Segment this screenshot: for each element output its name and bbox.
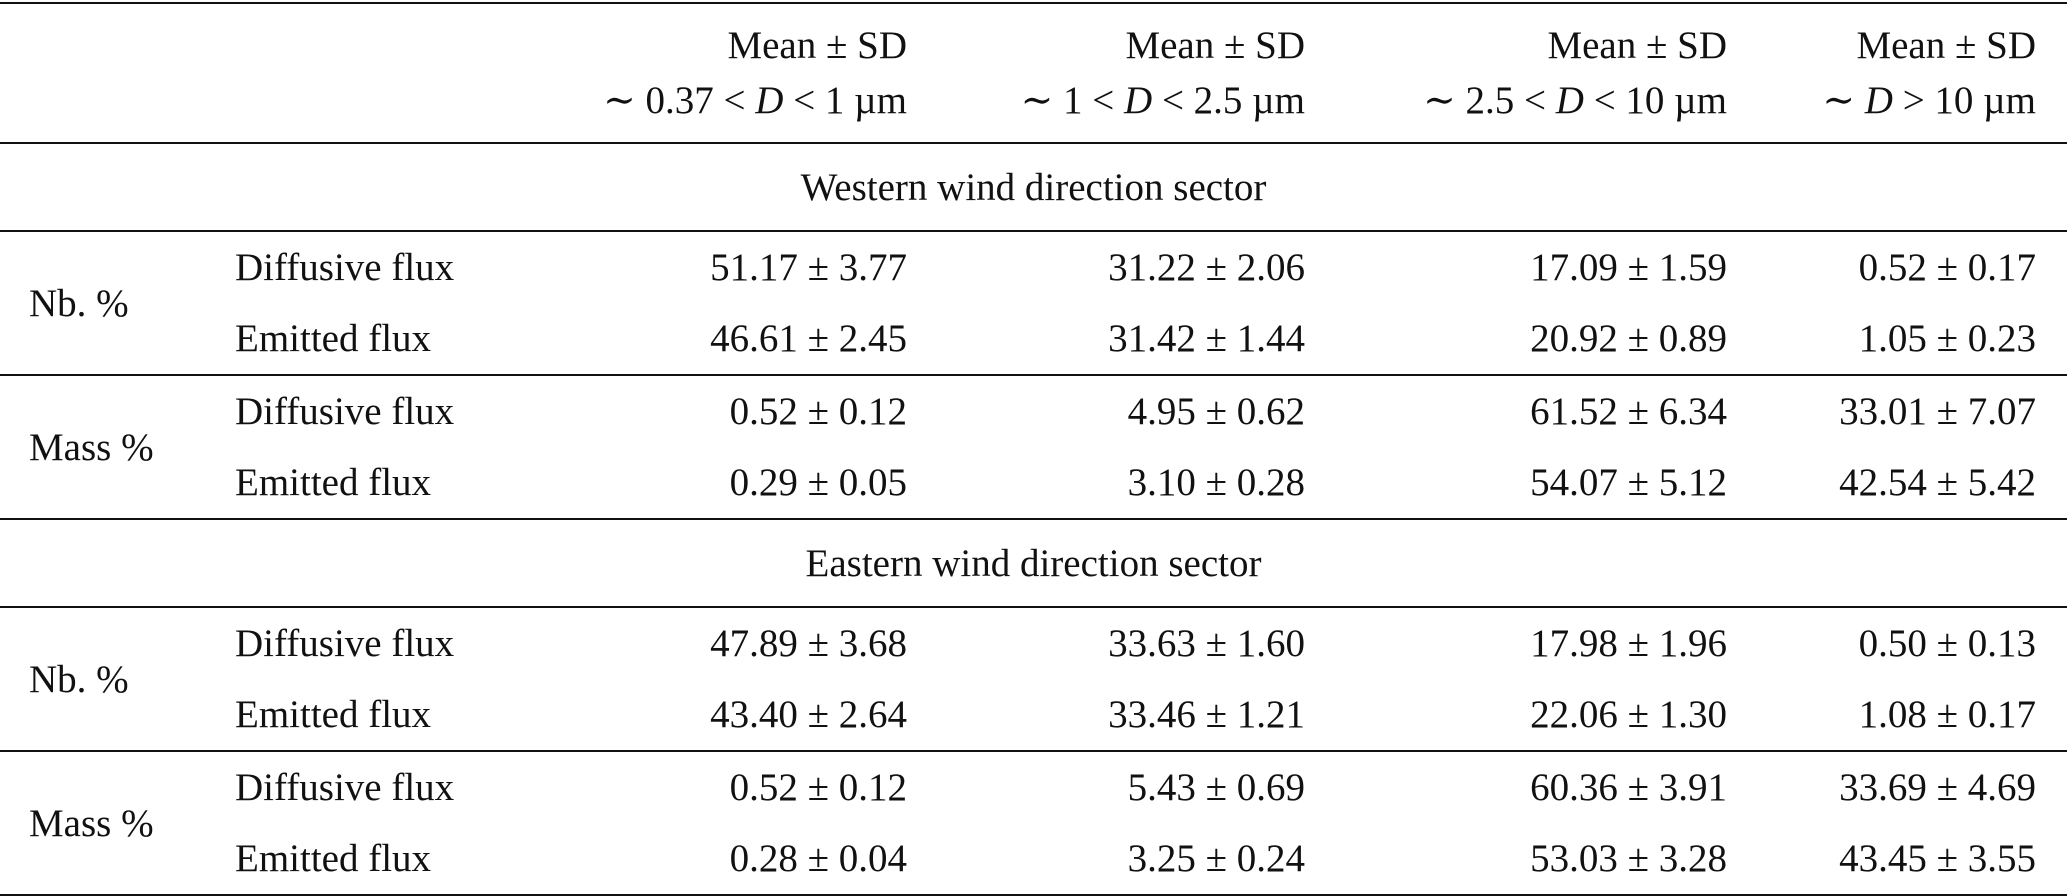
flux-type: Emitted flux [235,317,432,360]
group-label: Nb. % [0,230,235,375]
value-cell: 54.07 ± 5.12 [1530,461,1727,504]
value-cell: 4.95 ± 0.62 [907,374,1305,447]
value-cell: 33.46 ± 1.21 [1108,693,1305,736]
column-header: Mean ± SD ∼ 1 < D < 2.5 µm [907,2,1305,143]
value-cell: 43.45 ± 3.55 [1727,823,2067,896]
flux-type: Emitted flux [235,693,432,736]
value-cell: 51.17 ± 3.77 [575,230,907,303]
table-row: Nb. % Diffusive flux 51.17 ± 3.77 31.22 ± 2… [0,230,2067,375]
value-cell: 43.40 ± 2.64 [710,693,907,736]
value-cell: 31.22 ± 2.06 [907,230,1305,303]
value-cell: 0.52 ± 0.12 [575,750,907,823]
value-cell: 42.54 ± 5.42 [1839,461,2036,504]
value-cell: 5.43 ± 0.69 [907,750,1305,823]
column-header: Mean ± SD ∼ 2.5 < D < 10 µm [1305,2,1727,143]
value-cell: 0.50 ± 0.13 [1727,606,2067,679]
section-header-row: Western wind direction sector [0,142,2067,231]
value-cell: 53.03 ± 3.28 [1305,823,1727,896]
table-row: Nb. % Diffusive flux 47.89 ± 3.68 33.63 ± 1… [0,606,2067,751]
value-cell: 0.52 ± 0.12 [575,374,907,447]
column-header: Mean ± SD ∼ D > 10 µm [1727,2,2067,143]
table-row: Emitted flux 43.40 ± 2.64 33.46 ± 1.21 22.0… [0,679,2067,751]
table-row: Emitted flux 0.28 ± 0.04 3.25 ± 0.24 53.03 … [0,823,2067,896]
flux-type: Emitted flux [235,461,432,504]
section-title: Eastern wind direction sector [0,518,2067,607]
value-cell: 17.09 ± 1.59 [1305,230,1727,303]
flux-type: Emitted flux [235,823,575,896]
table-row: Mass % Diffusive flux 0.52 ± 0.12 4.95 ± 0.… [0,374,2067,519]
value-cell: 61.52 ± 6.34 [1305,374,1727,447]
flux-type: Diffusive flux [235,750,575,823]
value-cell: 1.05 ± 0.23 [1858,317,2036,360]
group-label: Nb. % [0,606,235,751]
value-cell: 22.06 ± 1.30 [1530,693,1727,736]
section-header-row: Eastern wind direction sector [0,518,2067,607]
value-cell: 46.61 ± 2.45 [710,317,907,360]
group-label: Mass % [0,750,235,896]
section-title: Western wind direction sector [0,142,2067,231]
column-header: Mean ± SD ∼ 0.37 < D < 1 µm [575,2,907,143]
value-cell: 0.52 ± 0.17 [1727,230,2067,303]
value-cell: 3.25 ± 0.24 [907,823,1305,896]
table-row: Emitted flux 46.61 ± 2.45 31.42 ± 1.44 20.9… [0,303,2067,375]
header-row: Mean ± SD ∼ 0.37 < D < 1 µm Mean ± SD ∼ 1 … [0,2,2067,143]
value-cell: 0.29 ± 0.05 [729,461,907,504]
value-cell: 1.08 ± 0.17 [1858,693,2036,736]
value-cell: 33.01 ± 7.07 [1727,374,2067,447]
value-cell: 0.28 ± 0.04 [575,823,907,896]
table-row: Mass % Diffusive flux 0.52 ± 0.12 5.43 ± 0.… [0,750,2067,896]
flux-type: Diffusive flux [235,230,575,303]
value-cell: 31.42 ± 1.44 [1108,317,1305,360]
value-cell: 33.69 ± 4.69 [1727,750,2067,823]
value-cell: 17.98 ± 1.96 [1305,606,1727,679]
value-cell: 47.89 ± 3.68 [575,606,907,679]
value-cell: 20.92 ± 0.89 [1530,317,1727,360]
table-row: Emitted flux 0.29 ± 0.05 3.10 ± 0.28 54.07 … [0,447,2067,519]
value-cell: 3.10 ± 0.28 [1127,461,1305,504]
value-cell: 60.36 ± 3.91 [1305,750,1727,823]
flux-type: Diffusive flux [235,606,575,679]
value-cell: 33.63 ± 1.60 [907,606,1305,679]
group-label: Mass % [0,374,235,519]
flux-type: Diffusive flux [235,374,575,447]
